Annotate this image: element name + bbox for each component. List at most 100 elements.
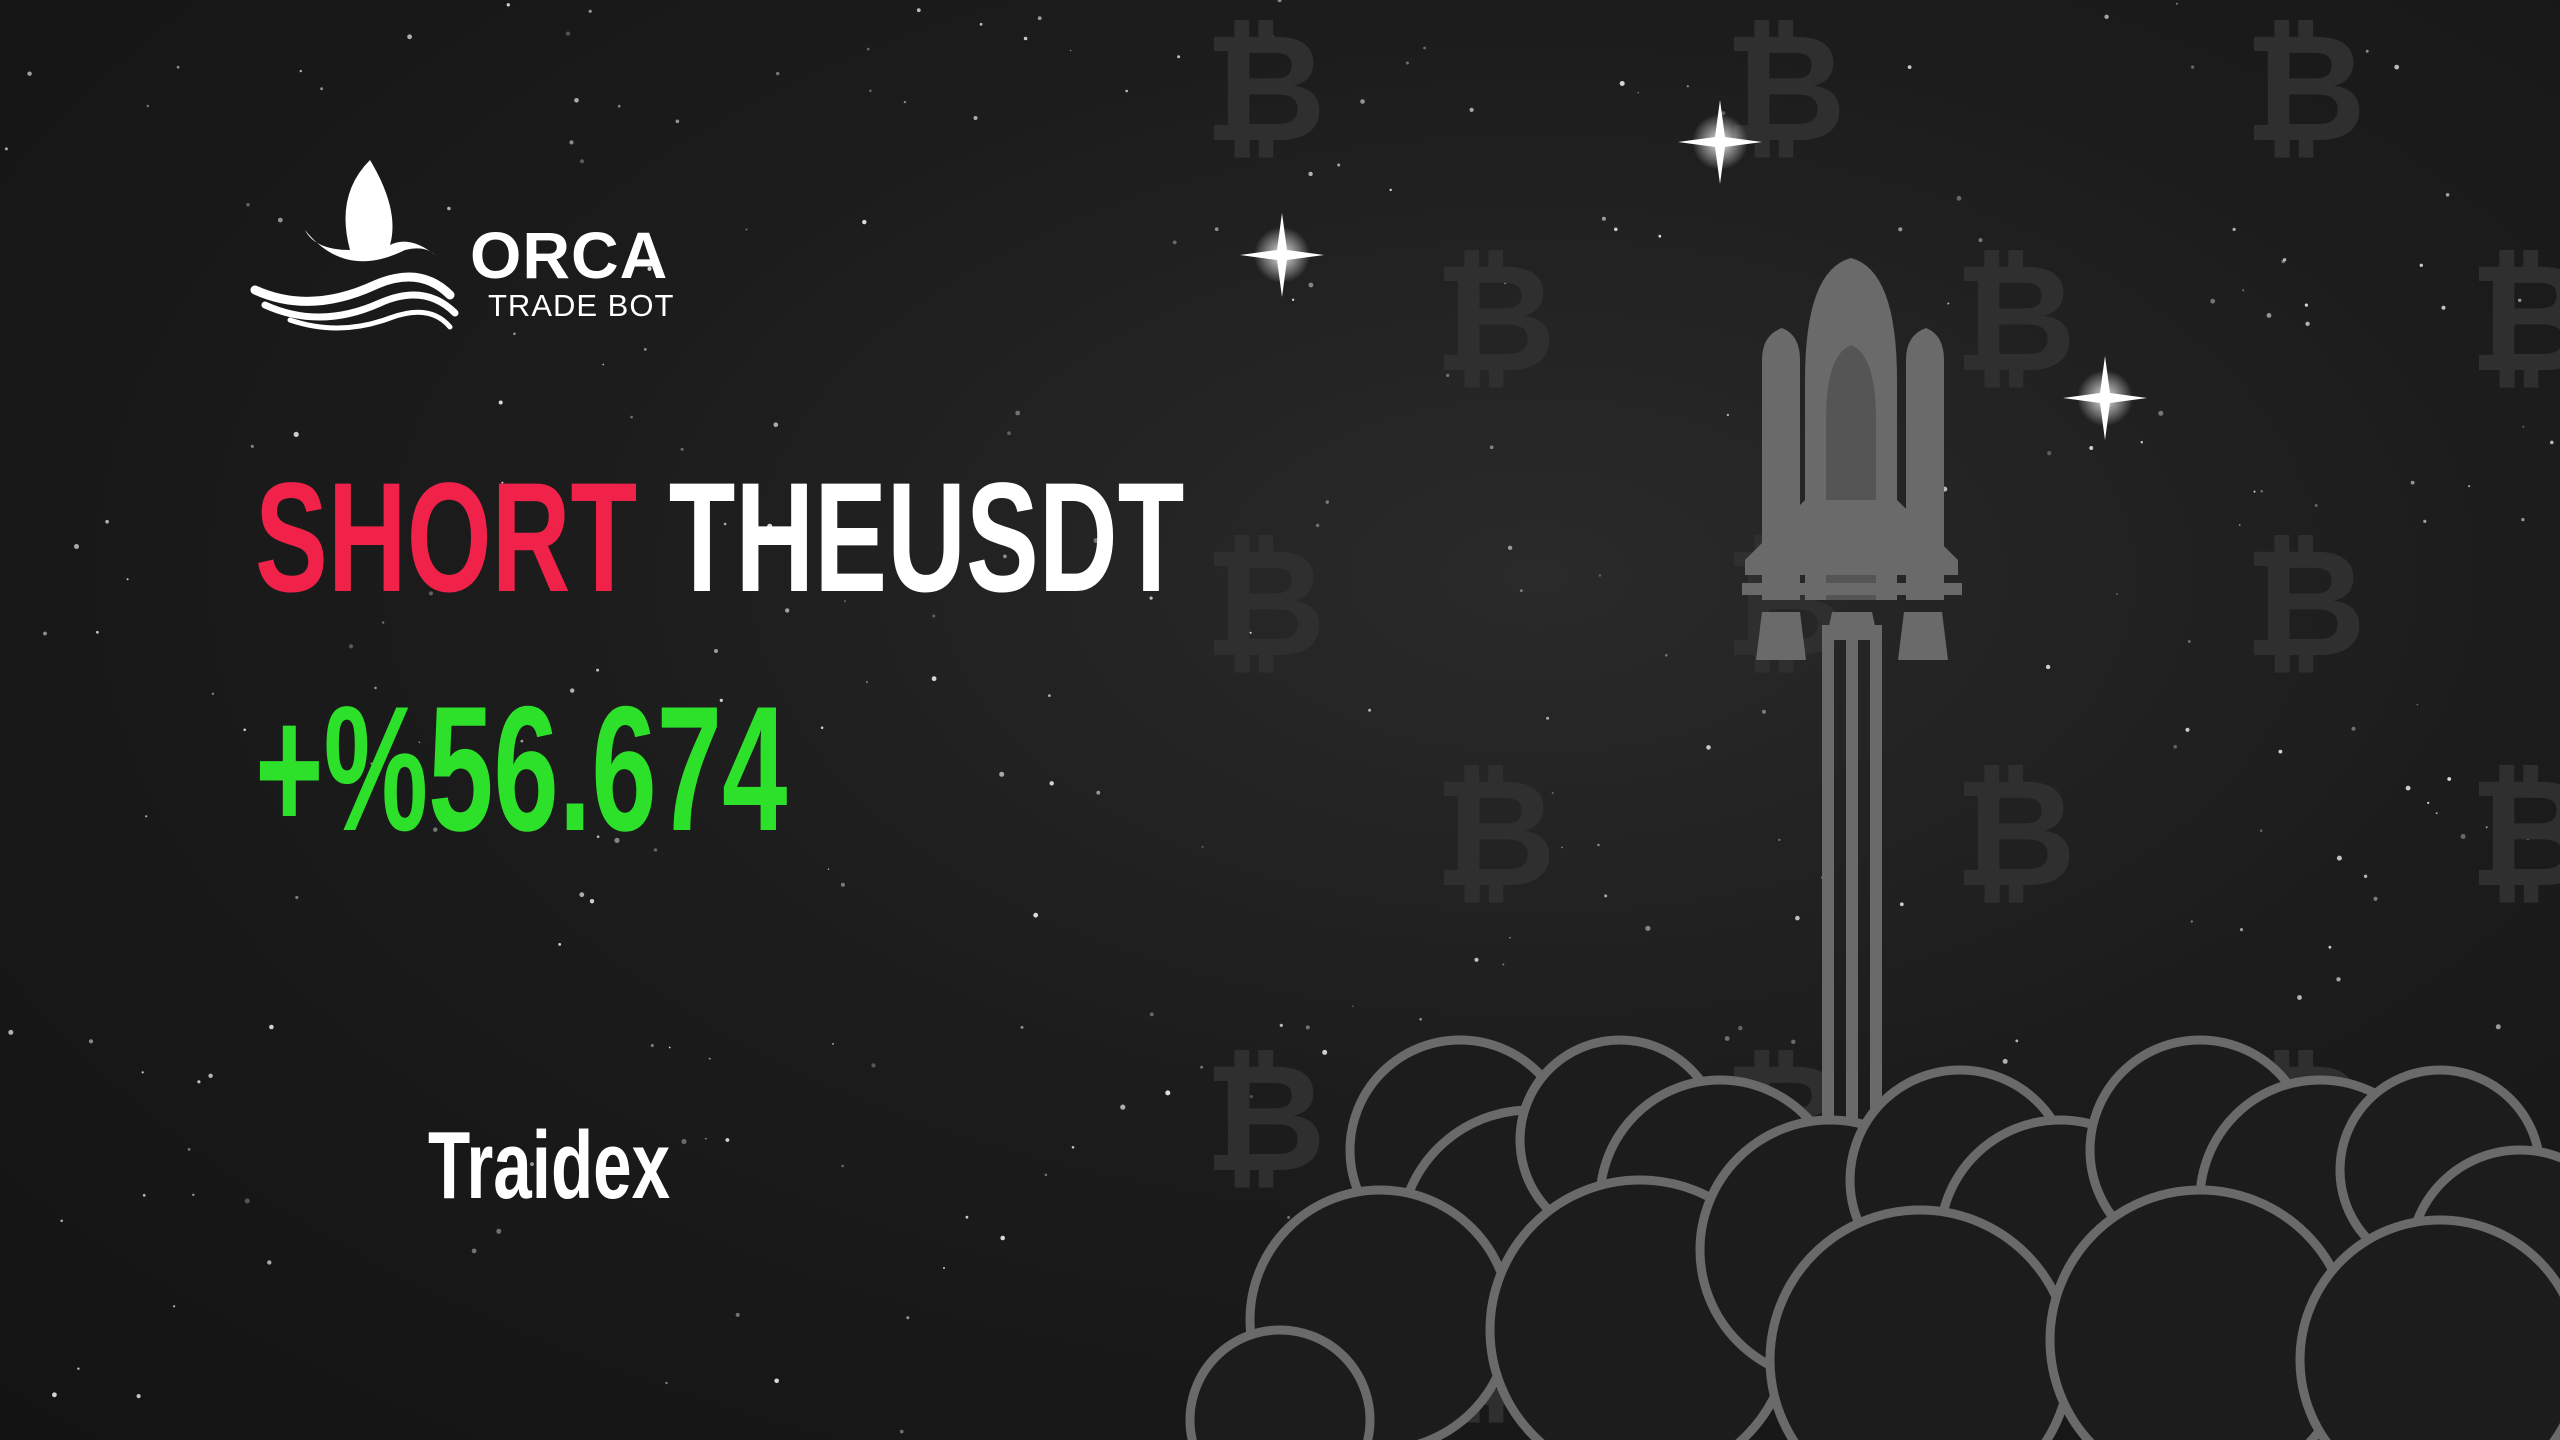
star-dot — [844, 499, 847, 502]
star-dot — [1601, 216, 1606, 221]
star-dot — [1049, 781, 1054, 786]
star-dot — [1686, 85, 1689, 88]
star-dot — [530, 1162, 534, 1166]
star-dot — [767, 523, 773, 529]
star-dot — [142, 1193, 146, 1197]
star-dot — [2187, 640, 2191, 643]
star-dot — [295, 895, 299, 900]
star-dot — [250, 444, 254, 448]
star-dot — [735, 1312, 740, 1317]
bitcoin-icon — [1953, 747, 2077, 921]
star-dot — [2365, 49, 2369, 53]
star-dot — [429, 591, 433, 596]
star-dot — [844, 600, 846, 603]
star-dot — [433, 827, 438, 832]
rocket-launch-icon — [1742, 258, 1962, 1180]
star-dot — [269, 1024, 274, 1030]
star-dot — [277, 217, 283, 223]
star-dot — [1125, 89, 1128, 93]
star-dot — [27, 71, 32, 76]
star-dot — [965, 1215, 969, 1219]
star-dot — [2441, 305, 2446, 310]
star-dot — [316, 573, 321, 578]
star-dot — [1778, 838, 1781, 842]
star-dot — [454, 827, 457, 830]
star-dot — [2314, 504, 2318, 507]
star-dot — [1351, 1005, 1354, 1008]
star-dot — [1405, 61, 1409, 65]
bitcoin-icon — [2243, 2, 2367, 176]
star-dot — [2045, 664, 2051, 670]
star-dot — [675, 119, 680, 124]
star-dot — [2447, 777, 2452, 781]
star-dot — [2521, 518, 2525, 522]
star-dot — [1214, 227, 1219, 231]
star-dot — [569, 140, 574, 145]
star-dot — [614, 837, 620, 844]
star-dot — [979, 22, 983, 26]
star-dot — [1023, 36, 1028, 41]
star-dot — [374, 686, 377, 690]
star-dot — [630, 415, 633, 419]
star-dot — [776, 71, 780, 76]
star-dot — [348, 644, 354, 649]
brand-name: ORCA — [470, 218, 669, 292]
star-dot — [501, 481, 504, 484]
bitcoin-icon — [1433, 747, 1557, 921]
star-dot — [145, 815, 148, 818]
star-dot — [1795, 915, 1800, 921]
star-dot — [2173, 745, 2177, 749]
bitcoin-icon — [2468, 232, 2560, 406]
star-dot — [418, 741, 421, 743]
star-dot — [2278, 749, 2283, 754]
star-dot — [243, 728, 246, 732]
star-dot — [407, 34, 412, 40]
star-dot — [299, 69, 302, 73]
star-dot — [602, 363, 605, 366]
profit-percentage: +%56.674 — [255, 669, 788, 868]
star-dot — [647, 266, 652, 271]
star-dot — [2460, 834, 2466, 839]
bitcoin-icon — [1433, 232, 1557, 406]
star-dot — [1899, 902, 1904, 907]
star-dot — [1598, 574, 1602, 577]
star-dot — [636, 240, 640, 244]
star-dot — [1015, 410, 1021, 416]
star-dot — [2351, 726, 2356, 731]
star-dot — [126, 578, 129, 581]
star-dot — [296, 493, 299, 495]
star-dot — [1665, 654, 1668, 657]
star-dot — [704, 1137, 707, 1140]
star-dot — [2015, 1039, 2019, 1043]
star-dot — [1645, 925, 1651, 931]
star-dot — [244, 1198, 250, 1204]
star-dot — [719, 698, 723, 703]
star-dot — [77, 1367, 80, 1370]
star-dot — [774, 1378, 779, 1384]
star-dot — [2468, 485, 2471, 488]
star-dot — [2297, 995, 2302, 1000]
star-dot — [725, 1138, 730, 1142]
star-dot — [2305, 321, 2310, 326]
star-dot — [2266, 313, 2272, 318]
star-dot — [1071, 1146, 1075, 1149]
star-dot — [2410, 480, 2415, 485]
star-dot — [141, 1071, 144, 1074]
star-dot — [916, 8, 921, 13]
star-dot — [1287, 1216, 1290, 1219]
bitcoin-icon — [1203, 1032, 1327, 1206]
star-dot — [1165, 1090, 1171, 1096]
whale-tail-icon — [250, 160, 459, 331]
star-dot — [146, 104, 150, 108]
star-dot — [681, 1138, 687, 1145]
star-dot — [1419, 1017, 1422, 1021]
star-dot — [1048, 694, 1051, 697]
star-dot — [2253, 490, 2256, 493]
star-dot — [2550, 440, 2554, 445]
star-dot — [2304, 303, 2308, 307]
star-dot — [136, 1394, 141, 1399]
star-dot — [1277, 0, 1282, 3]
star-dot — [1291, 298, 1295, 301]
star-dot — [1033, 912, 1039, 918]
star-dot — [832, 1042, 834, 1045]
